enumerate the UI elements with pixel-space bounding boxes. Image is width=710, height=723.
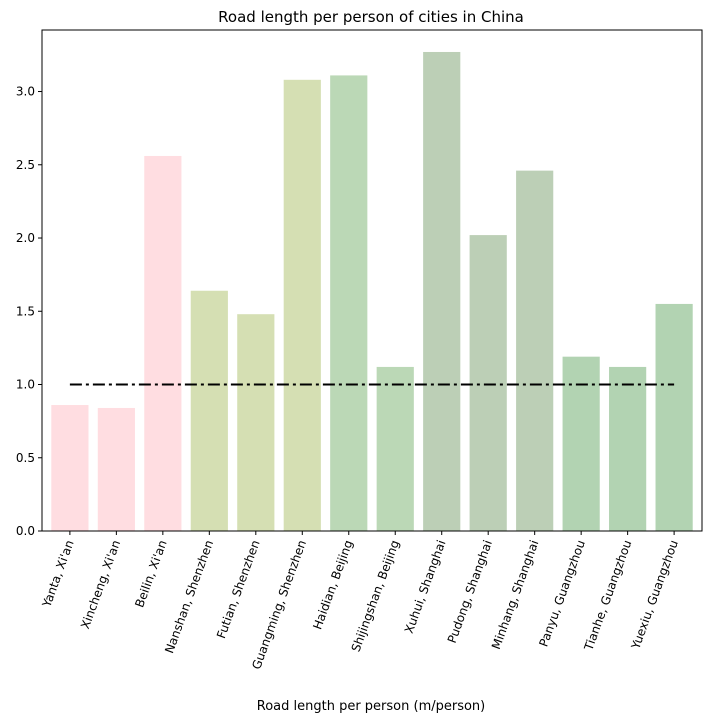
bar-3 bbox=[190, 290, 228, 531]
bar-9 bbox=[469, 235, 507, 532]
bar-13 bbox=[655, 303, 693, 531]
bars-layer bbox=[51, 51, 693, 532]
bar-6 bbox=[330, 75, 368, 531]
bar-0 bbox=[51, 405, 89, 531]
bar-8 bbox=[423, 51, 461, 531]
y-axis: 0.0 0.5 1.0 1.5 2.0 2.5 3.0 bbox=[16, 85, 42, 538]
bar-7 bbox=[376, 366, 414, 531]
x-tick-label: Haidian, Beijing bbox=[310, 538, 355, 631]
plot-area-frame bbox=[41, 29, 703, 532]
y-tick-label: 0.5 bbox=[16, 451, 35, 465]
bar-5 bbox=[283, 79, 321, 532]
x-axis-label: Road length per person (m/person) bbox=[257, 699, 486, 714]
x-tick-label: Beilin, Xi'an bbox=[132, 538, 169, 609]
x-axis: Yanta, Xi'an Xincheng, Xi'an Beilin, Xi'an… bbox=[39, 531, 681, 671]
x-tick-label: Guangming, Shenzhen bbox=[249, 538, 309, 671]
x-tick-label: Nanshan, Shenzhen bbox=[162, 538, 216, 655]
x-tick-label: Yanta, Xi'an bbox=[39, 538, 76, 610]
bar-12 bbox=[609, 366, 647, 531]
chart-title: Road length per person of cities in Chin… bbox=[218, 8, 524, 26]
y-tick-label: 1.0 bbox=[16, 378, 35, 392]
y-tick-label: 2.0 bbox=[16, 231, 35, 245]
x-tick-label: Pudong, Shanghai bbox=[445, 538, 495, 645]
y-tick-label: 3.0 bbox=[16, 85, 35, 99]
x-tick-label: Minhang, Shanghai bbox=[489, 538, 542, 651]
x-tick-label: Futian, Shenzhen bbox=[214, 538, 263, 640]
bar-1 bbox=[97, 407, 135, 531]
x-tick-label: Panyu, Guangzhou bbox=[536, 538, 588, 648]
x-tick-label: Yuexiu, Guangzhou bbox=[628, 538, 681, 652]
y-tick-label: 1.5 bbox=[16, 304, 35, 318]
x-tick-label: Shijingshan, Beijing bbox=[349, 538, 402, 653]
x-tick-label: Xincheng, Xi'an bbox=[78, 538, 123, 631]
bar-10 bbox=[516, 170, 554, 531]
y-tick-label: 0.0 bbox=[16, 524, 35, 538]
x-tick-label: Tianhe, Guangzhou bbox=[581, 538, 634, 653]
bar-2 bbox=[144, 155, 182, 531]
bar-11 bbox=[562, 356, 600, 531]
bar-4 bbox=[237, 314, 275, 531]
y-tick-label: 2.5 bbox=[16, 158, 35, 172]
x-tick-label: Xuhui, Shanghai bbox=[402, 538, 449, 635]
